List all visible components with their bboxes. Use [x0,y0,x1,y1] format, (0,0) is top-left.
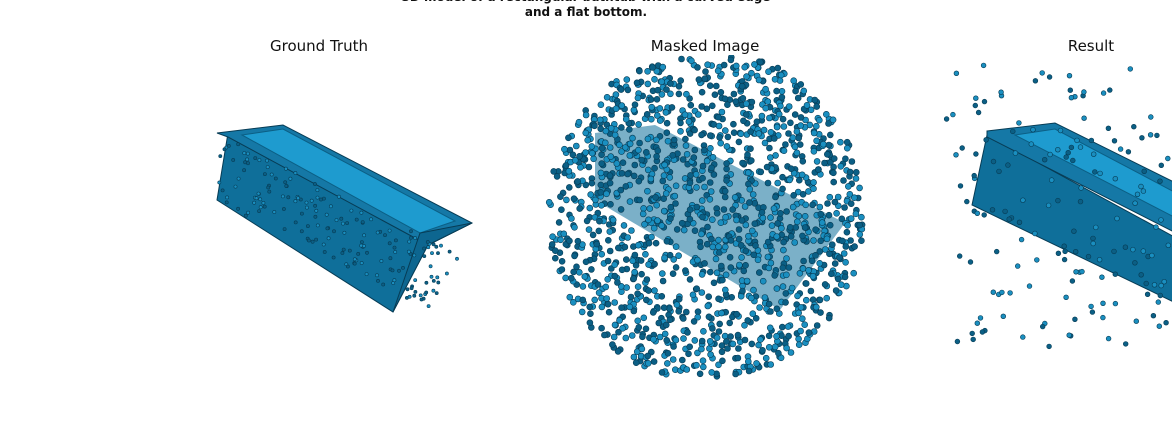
result-title: Result [1067,37,1115,55]
figure-title-line-2: and a flat bottom. [524,5,648,19]
ground-truth-voxels [217,142,459,309]
masked-image-voxel-plot [545,55,866,380]
masked-voxels [545,55,866,380]
figure-title: 3D model of a rectangular bathtub with a… [0,0,1172,20]
ground-truth-voxel-plot [216,124,474,313]
ground-truth-title: Ground Truth [270,37,368,55]
result-voxels [943,62,1172,350]
masked-image-title: Masked Image [650,37,760,55]
tub-end-wall [392,222,473,313]
result-tub-side-wall [971,134,1172,302]
figure-title-line-1: 3D model of a rectangular bathtub with a… [0,0,1172,5]
tub-inner-basin [240,128,457,234]
result-voxel-plot [943,62,1172,350]
result-tub-rim-top [986,122,1172,232]
